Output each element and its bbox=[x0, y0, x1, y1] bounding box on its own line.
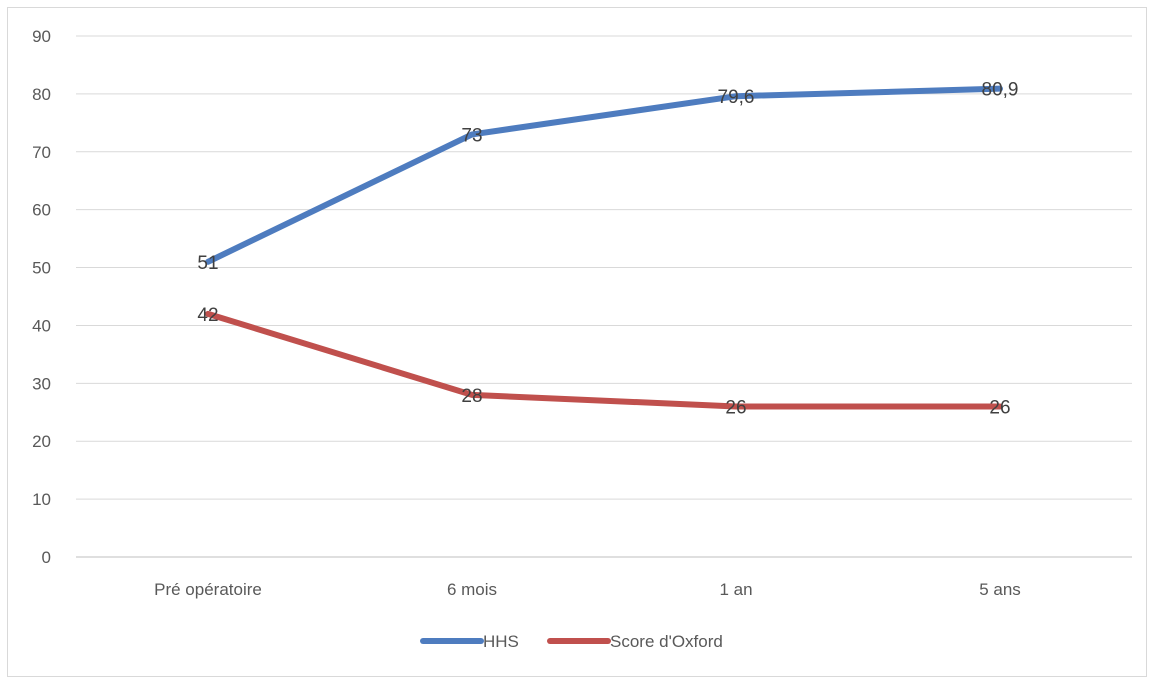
data-label: 79,6 bbox=[718, 87, 755, 108]
x-tick-label: Pré opératoire bbox=[154, 580, 262, 599]
series-line-hhs bbox=[205, 85, 1003, 265]
y-tick-label: 20 bbox=[32, 432, 51, 451]
legend-label: HHS bbox=[483, 632, 519, 651]
data-label: 26 bbox=[989, 397, 1010, 418]
x-axis-tick-labels: Pré opératoire 6 mois 1 an 5 ans bbox=[154, 580, 1021, 599]
x-tick-label: 5 ans bbox=[979, 580, 1021, 599]
data-label: 73 bbox=[461, 125, 482, 146]
y-tick-label: 10 bbox=[32, 490, 51, 509]
y-tick-label: 0 bbox=[42, 548, 51, 567]
y-tick-label: 90 bbox=[32, 27, 51, 46]
gridlines bbox=[76, 35, 1132, 558]
y-tick-label: 60 bbox=[32, 201, 51, 220]
x-tick-label: 1 an bbox=[719, 580, 752, 599]
data-label: 51 bbox=[197, 253, 218, 274]
y-tick-label: 30 bbox=[32, 374, 51, 393]
data-label: 26 bbox=[725, 397, 746, 418]
x-tick-label: 6 mois bbox=[447, 580, 497, 599]
y-axis-tick-labels: 0 10 20 30 40 50 60 70 80 90 bbox=[32, 27, 51, 567]
series-lines bbox=[205, 85, 1003, 410]
y-tick-label: 50 bbox=[32, 259, 51, 278]
data-label: 80,9 bbox=[982, 80, 1019, 101]
series-line-oxford bbox=[205, 310, 1003, 410]
y-tick-label: 80 bbox=[32, 85, 51, 104]
data-label: 42 bbox=[197, 305, 218, 326]
data-labels: 51 73 79,6 80,9 42 28 26 26 bbox=[197, 80, 1018, 419]
y-tick-label: 40 bbox=[32, 316, 51, 335]
data-label: 28 bbox=[461, 386, 482, 407]
legend-label: Score d'Oxford bbox=[610, 632, 723, 651]
y-tick-label: 70 bbox=[32, 143, 51, 162]
legend: HHS Score d'Oxford bbox=[420, 632, 723, 651]
